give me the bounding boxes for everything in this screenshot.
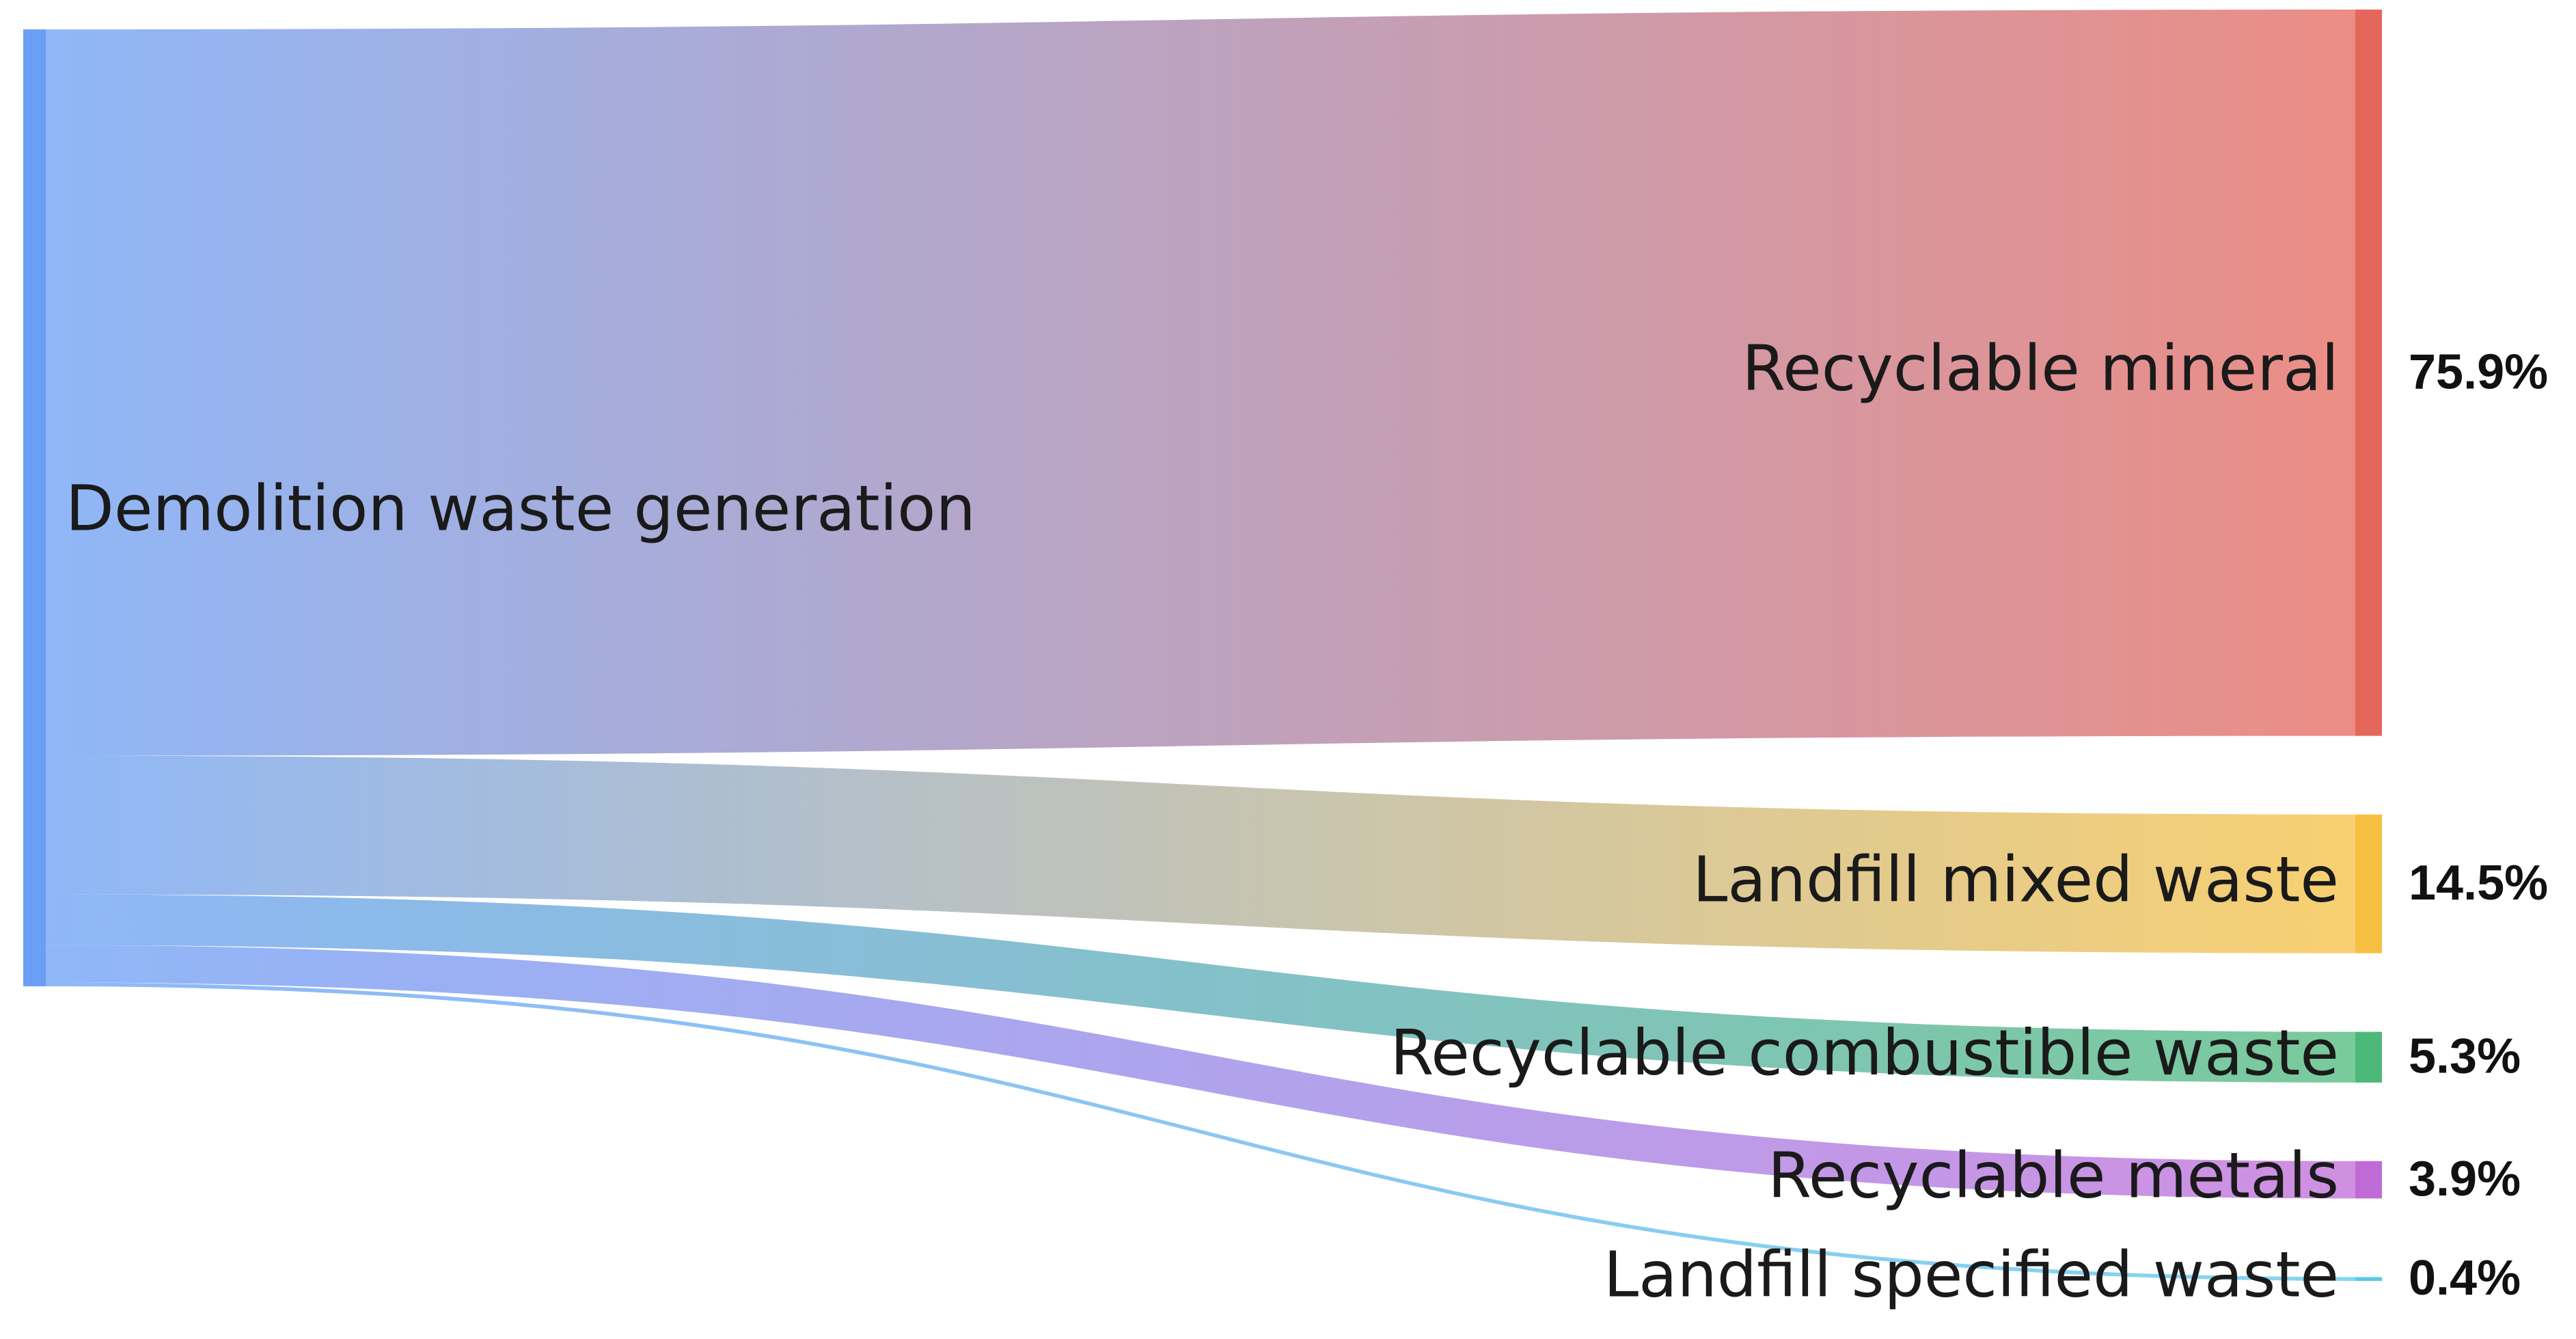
source-node bbox=[23, 29, 46, 986]
link bbox=[46, 982, 2355, 1281]
link bbox=[46, 10, 2355, 756]
target-node bbox=[2355, 1277, 2382, 1281]
value-label: 75.9% bbox=[2409, 344, 2548, 399]
node-label: Landfill mixed waste bbox=[1693, 843, 2339, 916]
node-label: Landfill specified waste bbox=[1604, 1239, 2339, 1312]
target-node bbox=[2355, 10, 2382, 736]
source-label: Demolition waste generation bbox=[66, 472, 976, 545]
node-label: Recyclable mineral bbox=[1742, 332, 2339, 405]
target-node bbox=[2355, 1031, 2382, 1083]
value-label: 3.9% bbox=[2409, 1152, 2521, 1206]
node-label: Recyclable combustible waste bbox=[1390, 1016, 2339, 1090]
target-node bbox=[2355, 814, 2382, 953]
value-label: 0.4% bbox=[2409, 1251, 2521, 1306]
target-node bbox=[2355, 1161, 2382, 1199]
link bbox=[46, 755, 2355, 953]
link bbox=[46, 894, 2355, 1083]
value-label: 5.3% bbox=[2409, 1029, 2521, 1084]
node-label: Recyclable metals bbox=[1768, 1139, 2339, 1212]
link bbox=[46, 945, 2355, 1199]
value-label: 14.5% bbox=[2409, 856, 2548, 910]
